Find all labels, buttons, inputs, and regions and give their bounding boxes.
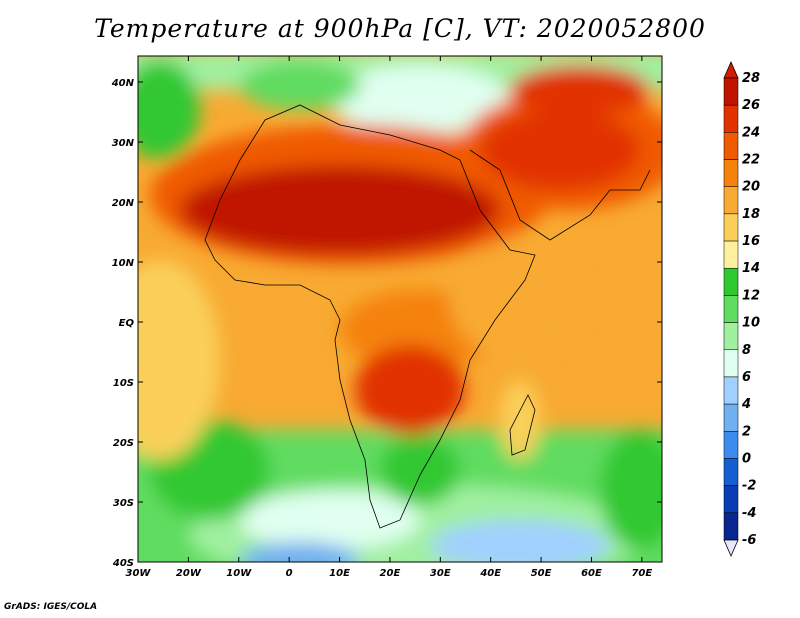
colorbar-label: 16 — [742, 234, 760, 249]
colorbar-segment — [723, 512, 739, 541]
arabia-coastline — [469, 149, 651, 241]
lon-label: 0 — [286, 568, 293, 579]
lon-label: 20E — [380, 568, 401, 579]
plot-frame — [137, 55, 663, 563]
colorbar-segment — [723, 403, 739, 432]
colorbar-label: -2 — [742, 479, 756, 494]
colorbar-segment — [723, 77, 739, 106]
colorbar-label: 20 — [742, 180, 760, 195]
colorbar-label: 18 — [742, 207, 760, 222]
colorbar-segment — [723, 349, 739, 378]
madagascar-coastline — [509, 394, 536, 456]
lat-label: 40S — [112, 558, 134, 569]
lon-label: 10W — [226, 568, 252, 579]
colorbar-segment — [723, 213, 739, 242]
colorbar-bottom-arrow — [723, 539, 739, 557]
lon-label: 60E — [581, 568, 602, 579]
colorbar-top-arrow — [723, 61, 739, 79]
colorbar-label: 10 — [742, 316, 760, 331]
colorbar-label: 28 — [742, 71, 760, 86]
colorbar-segment — [723, 376, 739, 405]
lon-label: 20W — [176, 568, 202, 579]
colorbar-segment — [723, 240, 739, 269]
credit-text: GrADS: IGES/COLA — [4, 602, 98, 612]
lon-label: 50E — [531, 568, 552, 579]
temperature-field — [138, 56, 662, 562]
lon-label: 30W — [126, 568, 152, 579]
lon-label: 40E — [479, 568, 501, 579]
colorbar-label: -4 — [742, 506, 756, 521]
lat-label: EQ — [119, 318, 135, 329]
colorbar-label: 6 — [742, 370, 751, 385]
colorbar-segment — [723, 458, 739, 486]
lon-label: 70E — [631, 568, 652, 579]
colorbar-label: 8 — [742, 343, 751, 358]
colorbar-label: 14 — [742, 261, 760, 276]
colorbar-label: 4 — [741, 397, 751, 412]
colorbar — [723, 61, 739, 557]
colorbar-segment — [723, 132, 739, 160]
colorbar-segment — [723, 267, 739, 296]
colorbar-segment — [723, 485, 739, 514]
colorbar-segment — [723, 322, 739, 351]
colorbar-segment — [723, 295, 739, 323]
lat-label: 30S — [113, 498, 134, 509]
colorbar-label: 12 — [742, 288, 760, 303]
colorbar-label: 22 — [742, 153, 760, 168]
lat-label: 10N — [112, 258, 135, 269]
lat-label: 10S — [113, 378, 134, 389]
africa-coastline — [204, 104, 536, 529]
colorbar-segment — [723, 431, 739, 459]
colorbar-label: 24 — [742, 125, 760, 140]
colorbar-label: -6 — [742, 533, 756, 548]
lat-label: 20N — [112, 198, 135, 209]
colorbar-label: 26 — [742, 98, 760, 113]
lat-label: 20S — [113, 438, 134, 449]
map-title: Temperature at 900hPa [C], VT: 202005280… — [94, 14, 706, 43]
colorbar-segment — [723, 159, 739, 187]
colorbar-segment — [723, 104, 739, 133]
lat-label: 40N — [111, 78, 135, 89]
lat-label: 30N — [112, 138, 135, 149]
lat-tick-group: 40N 30N 20N 10N EQ 10S 20S 30S 40S — [111, 78, 662, 569]
lon-label: 30E — [430, 568, 451, 579]
colorbar-label: 2 — [742, 424, 751, 439]
colorbar-label: 0 — [742, 451, 751, 466]
lon-label: 10E — [329, 568, 350, 579]
colorbar-segment — [723, 186, 739, 215]
lon-tick-group: 30W 20W 10W 0 10E 20E 30E 40E 50E 60E 70E — [126, 56, 652, 579]
